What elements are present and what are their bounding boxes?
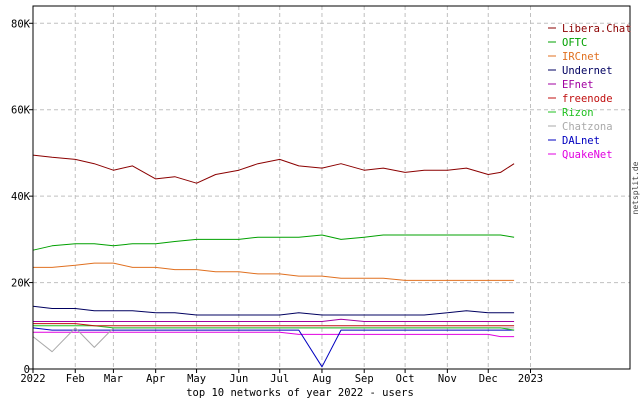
- x-tick-label: May: [187, 373, 206, 385]
- x-axis-ticks: 2022 Feb Mar Apr May Jun Jul Aug Sep Oct Nov Dec 202…: [20, 369, 543, 385]
- x-tick-label: 2023: [518, 373, 543, 385]
- x-axis-label: top 10 networks of year 2022 - users: [186, 387, 414, 399]
- legend-label: Rizon: [562, 107, 594, 119]
- series-line-efnet: [33, 318, 515, 322]
- series-line-freenode: [33, 323, 515, 327]
- grid-lines: [33, 6, 630, 369]
- legend: Libera.Chat OFTC IRCnet Undernet EFnet freeno…: [548, 23, 632, 161]
- x-tick-label: Oct: [396, 373, 415, 385]
- legend-label: IRCnet: [562, 51, 600, 63]
- y-tick-label: 60K: [11, 105, 31, 117]
- series-line-rizon: [33, 325, 515, 331]
- x-tick-label: Apr: [146, 373, 165, 385]
- legend-label: Chatzona: [562, 121, 613, 133]
- x-tick-label: Dec: [479, 373, 498, 385]
- legend-label: Libera.Chat: [562, 23, 632, 35]
- series-line-undernet: [32, 305, 515, 316]
- series-line-libera-chat: [32, 154, 515, 184]
- x-tick-label: Jul: [270, 373, 289, 385]
- series-lines: [32, 154, 515, 368]
- series-line-oftc: [32, 234, 515, 251]
- x-tick-label: 2022: [20, 373, 45, 385]
- legend-label: QuakeNet: [562, 149, 613, 161]
- y-axis-ticks: 0 20K 40K 60K 80K: [11, 18, 33, 376]
- legend-label: freenode: [562, 93, 613, 105]
- y-tick-label: 80K: [11, 18, 31, 30]
- x-tick-label: Nov: [438, 373, 457, 385]
- credit-label: netsplit.de: [631, 161, 640, 214]
- y-tick-label: 20K: [11, 278, 31, 290]
- series-line-ircnet: [33, 262, 515, 281]
- y-tick-label: 40K: [11, 191, 31, 203]
- x-tick-label: Sep: [355, 373, 374, 385]
- x-tick-label: Feb: [66, 373, 85, 385]
- legend-label: Undernet: [562, 65, 613, 77]
- legend-label: EFnet: [562, 79, 594, 91]
- series-line-chatzona: [32, 327, 515, 353]
- x-tick-label: Jun: [229, 373, 248, 385]
- series-line-quakenet: [33, 331, 515, 338]
- legend-label: OFTC: [562, 37, 587, 49]
- plot-area-frame: [32, 5, 631, 370]
- legend-label: DALnet: [562, 135, 600, 147]
- x-tick-label: Aug: [312, 373, 331, 385]
- y-tick-label: 0: [24, 364, 30, 376]
- x-tick-label: Mar: [104, 373, 123, 385]
- series-line-dalnet: [32, 327, 515, 368]
